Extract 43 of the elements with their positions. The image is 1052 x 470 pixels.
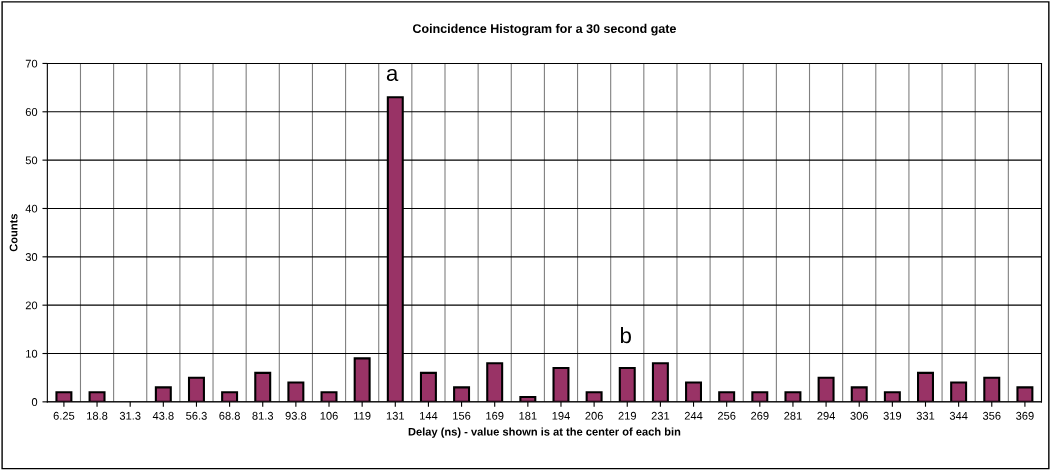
x-tick-label: 131 (386, 411, 405, 420)
x-tick-label: 256 (717, 411, 736, 420)
y-tick-label: 0 (31, 398, 38, 406)
x-tick-label: 56.3 (186, 411, 207, 420)
y-tick-label: 50 (25, 156, 38, 165)
x-tick-label: 144 (420, 411, 438, 420)
x-tick-label: 306 (850, 411, 868, 420)
x-tick-label: 18.8 (87, 411, 108, 420)
annotation: b (620, 326, 631, 344)
y-tick-label: 60 (25, 108, 38, 116)
x-axis-title: Delay (ns) - value shown is at the center of each bin (408, 427, 681, 438)
annotation: a (386, 68, 399, 82)
x-tick-label: 119 (354, 411, 371, 420)
y-tick-label: 20 (25, 301, 38, 310)
x-tick-label: 6.25 (53, 411, 75, 420)
x-tick-label: 68.8 (219, 411, 240, 420)
x-tick-label: 244 (684, 411, 703, 420)
y-tick-label: 70 (25, 59, 38, 68)
x-tick-label: 156 (453, 411, 471, 420)
x-tick-label: 369 (1016, 411, 1034, 420)
x-tick-label: 181 (519, 411, 537, 420)
x-tick-label: 294 (817, 411, 836, 420)
x-tick-label: 93.8 (285, 411, 307, 420)
x-tick-label: 81.3 (252, 411, 274, 420)
x-tick-label: 31.3 (119, 411, 141, 420)
chart-title: Coincidence Histogram for a 30 second gate (412, 23, 676, 36)
x-tick-label: 319 (883, 411, 902, 420)
x-tick-label: 344 (949, 411, 968, 420)
x-tick-label: 43.8 (152, 411, 174, 420)
x-tick-label: 231 (651, 411, 670, 420)
y-tick-label: 40 (25, 204, 38, 213)
y-tick-label: 10 (26, 349, 38, 358)
x-tick-label: 219 (618, 411, 636, 420)
x-tick-label: 169 (486, 411, 504, 420)
x-tick-label: 281 (784, 411, 802, 420)
x-tick-label: 356 (982, 411, 1001, 420)
y-tick-label: 30 (25, 253, 38, 261)
x-tick-label: 106 (320, 411, 338, 420)
x-tick-label: 269 (751, 411, 769, 420)
x-tick-label: 194 (552, 411, 570, 420)
y-axis-title: Counts (9, 213, 18, 252)
x-tick-label: 331 (916, 411, 935, 420)
x-tick-label: 206 (585, 411, 603, 420)
